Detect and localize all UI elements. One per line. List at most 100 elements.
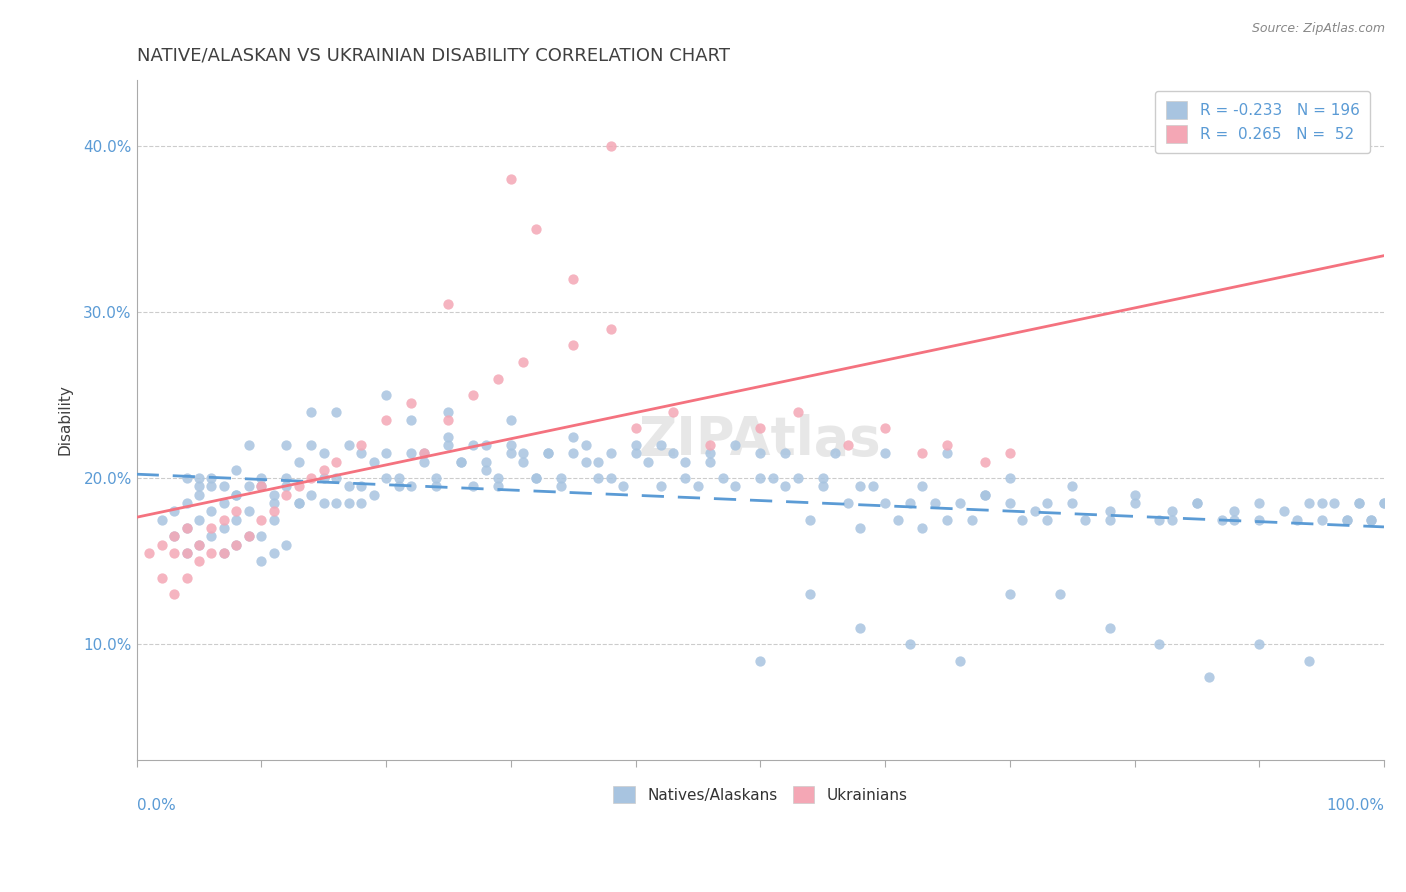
- Point: [212, 479, 235, 493]
- Point: [562, 338, 585, 352]
- Point: [562, 429, 585, 443]
- Point: [188, 488, 211, 502]
- Point: [238, 438, 260, 452]
- Point: [749, 471, 772, 485]
- Point: [1223, 504, 1246, 518]
- Point: [1249, 637, 1271, 651]
- Point: [337, 479, 360, 493]
- Point: [212, 513, 235, 527]
- Point: [276, 537, 298, 551]
- Point: [962, 513, 984, 527]
- Point: [699, 446, 721, 460]
- Point: [475, 463, 498, 477]
- Point: [973, 488, 995, 502]
- Point: [599, 471, 621, 485]
- Point: [250, 479, 273, 493]
- Point: [375, 471, 398, 485]
- Point: [450, 454, 472, 468]
- Point: [1062, 496, 1084, 510]
- Point: [1372, 496, 1395, 510]
- Point: [762, 471, 785, 485]
- Point: [775, 446, 797, 460]
- Point: [862, 479, 884, 493]
- Point: [299, 405, 322, 419]
- Point: [450, 454, 472, 468]
- Point: [1185, 496, 1208, 510]
- Point: [837, 438, 859, 452]
- Point: [524, 471, 547, 485]
- Point: [1073, 513, 1095, 527]
- Point: [586, 454, 609, 468]
- Point: [1123, 496, 1146, 510]
- Point: [575, 438, 598, 452]
- Point: [212, 546, 235, 560]
- Text: ZIPAtlas: ZIPAtlas: [638, 415, 882, 467]
- Point: [263, 546, 285, 560]
- Point: [1360, 513, 1382, 527]
- Point: [363, 454, 385, 468]
- Point: [1323, 496, 1346, 510]
- Point: [276, 471, 298, 485]
- Point: [1149, 513, 1171, 527]
- Point: [1049, 587, 1071, 601]
- Point: [1123, 488, 1146, 502]
- Point: [212, 546, 235, 560]
- Point: [1310, 496, 1333, 510]
- Point: [163, 529, 186, 543]
- Point: [325, 496, 347, 510]
- Point: [200, 479, 222, 493]
- Point: [225, 463, 247, 477]
- Point: [898, 637, 921, 651]
- Point: [898, 496, 921, 510]
- Point: [911, 446, 934, 460]
- Point: [188, 537, 211, 551]
- Point: [575, 454, 598, 468]
- Point: [524, 471, 547, 485]
- Point: [163, 587, 186, 601]
- Point: [188, 479, 211, 493]
- Point: [873, 496, 896, 510]
- Point: [325, 405, 347, 419]
- Point: [1098, 513, 1121, 527]
- Point: [288, 496, 311, 510]
- Point: [288, 496, 311, 510]
- Point: [375, 413, 398, 427]
- Point: [188, 554, 211, 568]
- Point: [176, 496, 198, 510]
- Point: [973, 454, 995, 468]
- Point: [188, 471, 211, 485]
- Point: [949, 654, 972, 668]
- Point: [225, 537, 247, 551]
- Point: [1298, 496, 1320, 510]
- Point: [150, 513, 173, 527]
- Point: [299, 488, 322, 502]
- Point: [1024, 504, 1046, 518]
- Point: [599, 139, 621, 153]
- Point: [998, 496, 1021, 510]
- Point: [425, 479, 447, 493]
- Point: [973, 488, 995, 502]
- Y-axis label: Disability: Disability: [58, 384, 72, 456]
- Point: [350, 479, 373, 493]
- Point: [200, 504, 222, 518]
- Point: [650, 438, 672, 452]
- Point: [225, 513, 247, 527]
- Point: [873, 421, 896, 435]
- Point: [437, 429, 460, 443]
- Point: [176, 521, 198, 535]
- Point: [949, 496, 972, 510]
- Point: [886, 513, 908, 527]
- Point: [375, 446, 398, 460]
- Point: [212, 496, 235, 510]
- Point: [250, 513, 273, 527]
- Point: [399, 396, 422, 410]
- Point: [550, 479, 572, 493]
- Point: [486, 479, 509, 493]
- Point: [499, 172, 522, 186]
- Point: [238, 529, 260, 543]
- Point: [1036, 513, 1059, 527]
- Point: [650, 479, 672, 493]
- Point: [363, 488, 385, 502]
- Point: [998, 587, 1021, 601]
- Point: [1310, 513, 1333, 527]
